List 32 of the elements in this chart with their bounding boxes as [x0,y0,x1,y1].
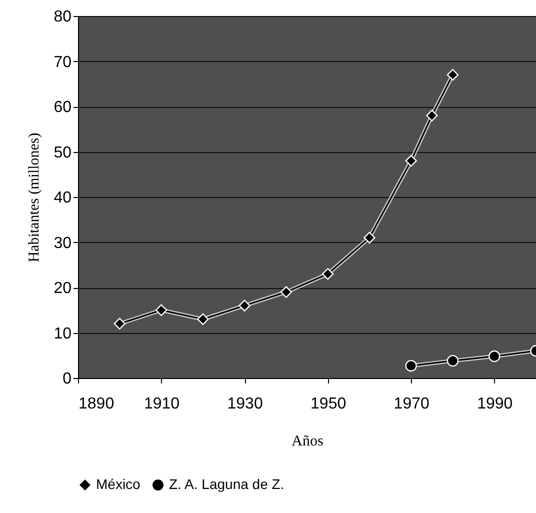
point [446,354,459,367]
point [426,110,438,122]
point [238,300,250,312]
point [446,68,459,81]
point [488,350,500,362]
y-tick-label: 40 [54,190,72,206]
x-tick-label: 1950 [310,396,346,412]
point [322,268,334,280]
point [405,360,417,372]
point [280,286,292,298]
x-axis-title: Años [292,434,324,450]
x-tick-label: 1890 [78,396,114,412]
y-tick-label: 60 [54,99,72,116]
legend-label: México [96,476,141,492]
x-tick-label: 1930 [227,396,263,412]
y-tick-label: 0 [62,370,72,388]
point [364,232,376,244]
point [114,318,126,330]
y-tick-label: 20 [54,280,72,297]
legend-label: Z. A. Laguna de Z. [169,476,284,492]
point [197,313,209,326]
y-tick-label: 80 [54,8,72,26]
point [405,154,417,167]
y-tick-label: 30 [54,234,72,252]
y-axis-title: Habitantes (millones) [26,132,43,262]
y-tick-label: 50 [54,144,72,162]
x-tick-label: 1910 [144,396,180,412]
y-tick-label: 10 [54,325,72,342]
x-tick-label: 1990 [477,396,513,412]
point [155,304,168,316]
y-tick-label: 70 [54,54,72,71]
x-tick-label: 1970 [394,396,430,412]
